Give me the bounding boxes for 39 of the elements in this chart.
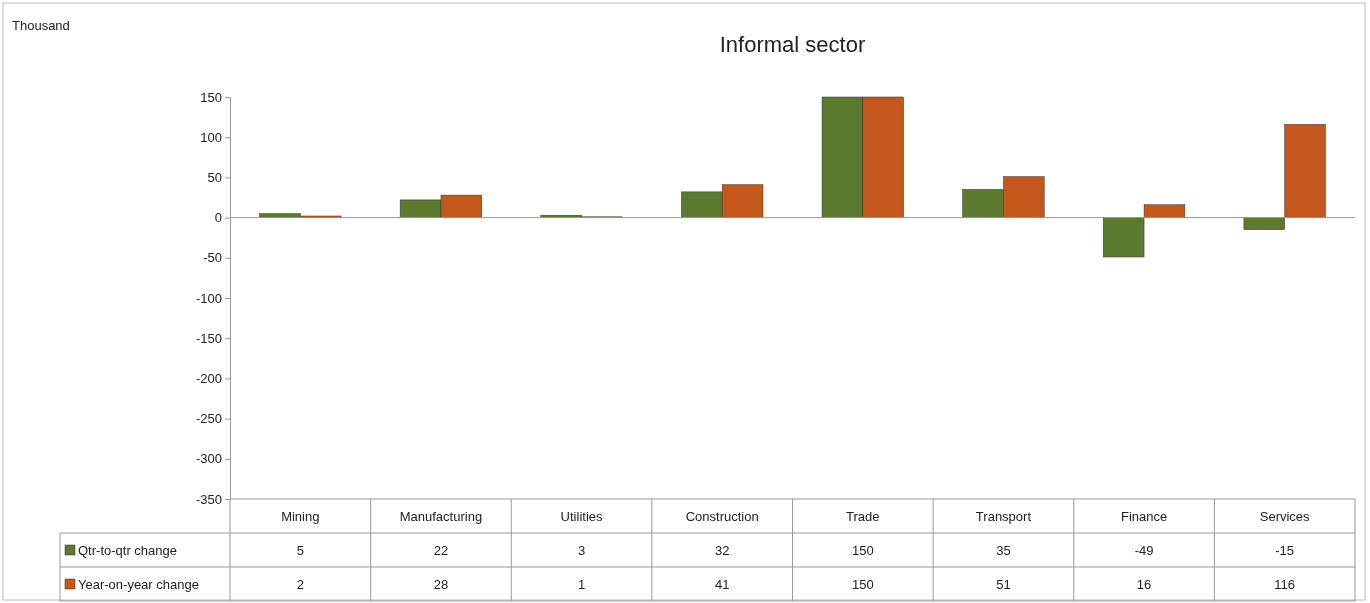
data-label: 3 (577, 543, 586, 558)
data-label: 5 (296, 543, 304, 558)
data-label: 116 (1274, 577, 1296, 592)
data-label: 32 (714, 543, 730, 558)
text: Thousand (12, 18, 70, 33)
x-tick-label: Construction (685, 509, 759, 524)
legend-label: Year-on-year change (78, 577, 199, 592)
chart-title: Informal sector (719, 32, 866, 57)
y-tick-label: -50 (203, 250, 222, 266)
legend-label: Qtr-to-qtr change (78, 543, 177, 558)
data-label: 22 (433, 543, 449, 558)
y-tick-label: 0 (214, 210, 222, 226)
x-tick-label: Transport (975, 509, 1032, 524)
x-tick-label: Finance (1120, 509, 1168, 524)
y-tick-label: -150 (195, 330, 222, 346)
data-label: 150 (851, 543, 874, 558)
y-tick-label: -100 (195, 290, 222, 306)
data-label: 35 (996, 543, 1011, 558)
data-label: 41 (714, 577, 730, 592)
data-label: 2 (296, 577, 304, 592)
y-tick-label: 50 (207, 170, 222, 186)
data-label: 150 (851, 577, 874, 592)
y-tick-label: -200 (195, 371, 222, 387)
y-tick-label: -350 (195, 491, 222, 507)
data-label: 1 (577, 577, 586, 592)
x-tick-label: Utilities (560, 509, 603, 524)
y-tick-label: 100 (200, 129, 222, 145)
y-tick-label: 150 (200, 89, 222, 105)
data-label: 51 (996, 577, 1011, 592)
x-tick-label: Mining (281, 509, 320, 524)
data-label: 28 (433, 577, 449, 592)
x-tick-label: Trade (846, 509, 880, 524)
data-label: -15 (1275, 543, 1295, 558)
x-tick-label: Services (1259, 509, 1311, 524)
x-tick-label: Manufacturing (399, 509, 483, 524)
data-label: 16 (1136, 577, 1152, 592)
data-label: -49 (1134, 543, 1154, 558)
y-tick-label: -300 (195, 451, 222, 467)
y-tick-label: -250 (195, 411, 222, 427)
